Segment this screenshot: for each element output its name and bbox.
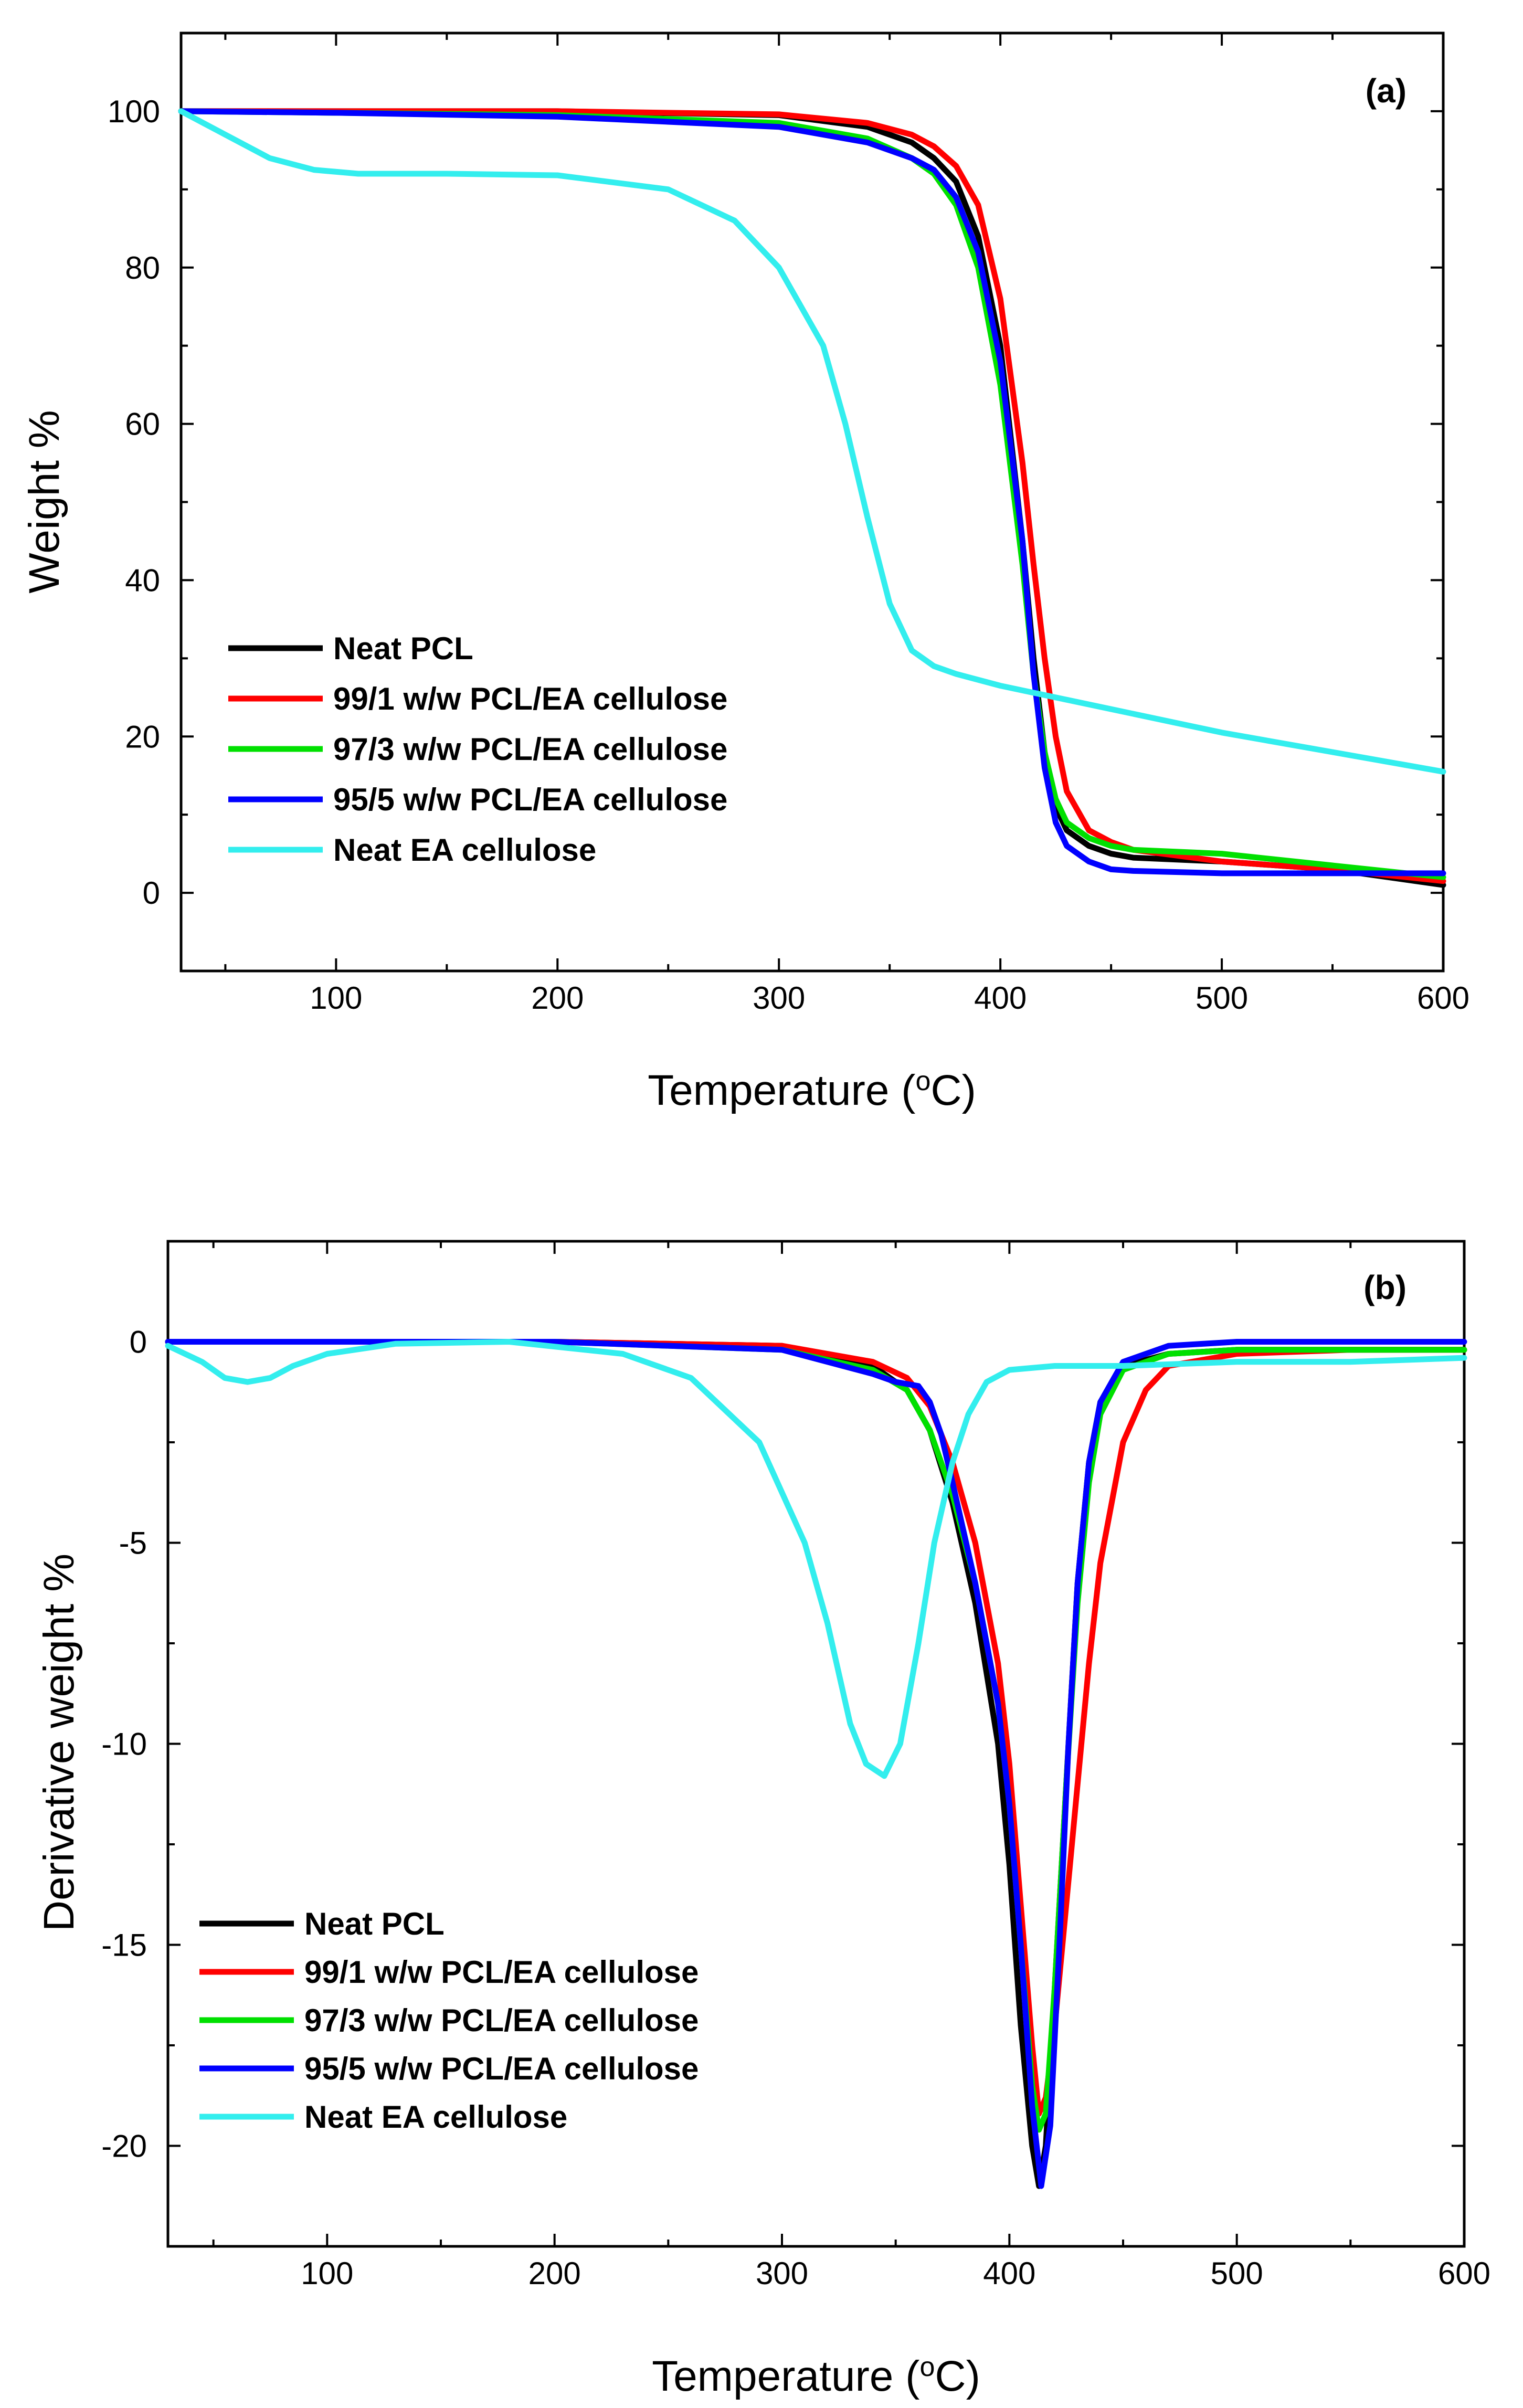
series-line-95-5-w-w-pcl-ea-cellulose: [165, 1339, 1467, 2189]
x-tick-label: 200: [528, 2256, 581, 2291]
y-tick-label: 0: [130, 1325, 147, 1360]
series-line-neat-pcl: [178, 108, 1446, 888]
x-axis-title: Temperature (oC): [652, 2352, 980, 2400]
x-axis-title-sup: o: [919, 2352, 935, 2382]
axis-ticks: 100 200 300 400 500 600 0 -5 -10 -15 -20: [101, 1240, 1490, 2291]
x-tick-label: 600: [1417, 980, 1469, 1016]
legend-label: Neat EA cellulose: [304, 2099, 567, 2135]
y-axis-title: Derivative weight %: [35, 1554, 83, 1931]
x-tick-label: 500: [1211, 2256, 1263, 2291]
series-lines: [178, 108, 1446, 888]
panel-label: (b): [1363, 1269, 1406, 1306]
series-line-95-5-w-w-pcl-ea-cellulose: [178, 108, 1446, 876]
x-axis-title-main: Temperature (: [648, 1066, 915, 1114]
legend-label: Neat PCL: [333, 631, 473, 666]
x-tick-label: 300: [756, 2256, 808, 2291]
legend-label: 97/3 w/w PCL/EA cellulose: [304, 2003, 699, 2038]
legend-label: 95/5 w/w PCL/EA cellulose: [333, 782, 727, 817]
y-tick-label: 40: [125, 563, 160, 598]
x-axis-title: Temperature (oC): [648, 1066, 976, 1114]
y-tick-label: 20: [125, 719, 160, 754]
y-axis-title: Weight %: [20, 410, 68, 593]
legend-label: Neat PCL: [304, 1906, 445, 1941]
x-tick-label: 200: [531, 980, 584, 1016]
legend: Neat PCL 99/1 w/w PCL/EA cellulose 97/3 w/…: [228, 631, 727, 868]
x-tick-label: 300: [753, 980, 805, 1016]
x-tick-label: 500: [1196, 980, 1248, 1016]
y-tick-label: 80: [125, 250, 160, 286]
y-tick-label: -5: [119, 1526, 147, 1561]
x-tick-label: 400: [983, 2256, 1035, 2291]
x-axis-title-end: C): [935, 2352, 980, 2400]
legend-label: 99/1 w/w PCL/EA cellulose: [333, 681, 727, 716]
x-axis-title-sup: o: [915, 1066, 930, 1096]
legend: Neat PCL 99/1 w/w PCL/EA cellulose 97/3 w/…: [199, 1906, 699, 2135]
y-tick-label: 100: [108, 94, 160, 129]
legend-label: 95/5 w/w PCL/EA cellulose: [304, 2051, 699, 2086]
panel-label: (a): [1366, 72, 1406, 110]
panel-b-dtg: 100 200 300 400 500 600 0 -5 -10 -15 -20 (b) Deriv…: [35, 1240, 1490, 2400]
x-tick-label: 600: [1438, 2256, 1490, 2291]
series-line-neat-ea-cellulose: [165, 1339, 1467, 1779]
series-lines: [165, 1339, 1467, 2189]
y-tick-label: 0: [143, 875, 160, 911]
legend-label: Neat EA cellulose: [333, 832, 596, 868]
series-line-neat-ea-cellulose: [178, 108, 1446, 775]
legend-label: 97/3 w/w PCL/EA cellulose: [333, 732, 727, 767]
y-tick-label: 60: [125, 407, 160, 442]
y-tick-label: -15: [101, 1928, 147, 1963]
x-tick-label: 100: [310, 980, 362, 1016]
panel-a-tga-weight: 100 200 300 400 500 600 0 20 40 60 80 100 (a) Weigh…: [20, 31, 1469, 1114]
y-tick-label: -20: [101, 2129, 147, 2164]
x-axis-title-end: C): [930, 1066, 976, 1114]
x-tick-label: 100: [301, 2256, 353, 2291]
series-line-99-1-w-w-pcl-ea-cellulose: [165, 1339, 1467, 2117]
axis-ticks: 100 200 300 400 500 600 0 20 40 60 80 100: [108, 32, 1469, 1016]
legend-label: 99/1 w/w PCL/EA cellulose: [304, 1955, 699, 1990]
x-tick-label: 400: [974, 980, 1027, 1016]
plot-frame: [166, 1240, 1466, 2248]
x-axis-title-main: Temperature (: [652, 2352, 919, 2400]
y-tick-label: -10: [101, 1727, 147, 1762]
